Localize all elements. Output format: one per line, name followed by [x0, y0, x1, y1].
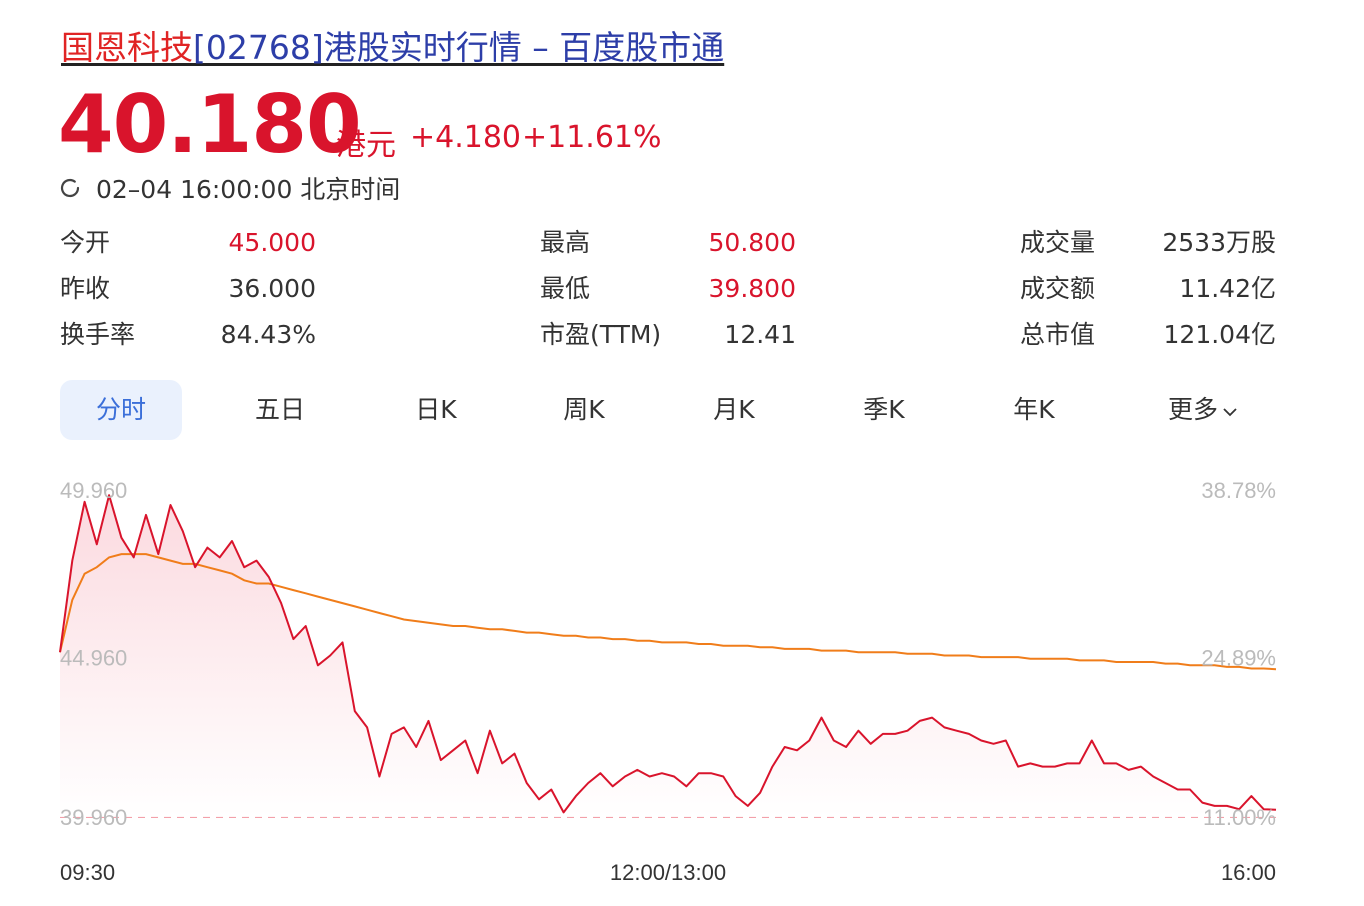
tab-daily-k[interactable]: 日K: [415, 395, 457, 424]
pe-value: 12.41: [724, 320, 796, 349]
low-label: 最低: [540, 274, 591, 303]
price-unit: 港元: [336, 128, 396, 163]
tab-monthly-k[interactable]: 月K: [713, 395, 755, 424]
market-cap-label: 总市值: [1020, 320, 1096, 349]
quote-timestamp-row: 02–04 16:00:00 北京时间: [58, 170, 400, 206]
price-line: [59, 494, 1277, 814]
open-label: 今开: [60, 228, 111, 257]
tab-intraday[interactable]: 分时: [60, 380, 182, 440]
quote-timestamp: 02–04 16:00:00 北京时间: [96, 175, 401, 204]
prev-close-label: 昨收: [60, 274, 111, 303]
chevron-down-icon: [1222, 380, 1238, 440]
tab-more[interactable]: 更多: [1158, 380, 1248, 440]
low-value: 39.800: [708, 274, 796, 303]
y-axis-right-label: 11.00%: [1203, 805, 1276, 830]
open-value: 45.000: [228, 228, 316, 257]
y-axis-left-label: 39.960: [60, 805, 127, 830]
amount-value: 11.42亿: [1179, 274, 1276, 303]
market-cap-value: 121.04亿: [1163, 320, 1276, 349]
x-axis-label: 09:30: [60, 860, 115, 885]
title-rest: [02768]港股实时行情 – 百度股市通: [193, 28, 725, 67]
y-axis-left-label: 49.960: [60, 478, 127, 503]
high-value: 50.800: [708, 228, 796, 257]
tab-quarterly-k[interactable]: 季K: [863, 395, 905, 424]
volume-label: 成交量: [1020, 228, 1096, 257]
high-label: 最高: [540, 228, 591, 257]
y-axis-left-label: 44.960: [60, 646, 127, 671]
page-title-link[interactable]: 国恩科技[02768]港股实时行情 – 百度股市通: [61, 26, 724, 70]
refresh-icon[interactable]: [58, 176, 82, 200]
price-change-percent: +11.61%: [522, 120, 662, 155]
title-stock-name: 国恩科技: [61, 28, 193, 67]
price-area-fill: [60, 495, 1276, 817]
average-price-line: [59, 553, 1277, 671]
turnover-rate-label: 换手率: [60, 320, 136, 349]
x-axis-label: 16:00: [1221, 860, 1276, 885]
tab-yearly-k[interactable]: 年K: [1013, 395, 1055, 424]
chart-period-tabs: 分时 五日 日K 周K 月K 季K 年K 更多: [60, 380, 1280, 442]
pe-label: 市盈(TTM): [540, 320, 662, 349]
y-axis-right-label: 38.78%: [1201, 478, 1276, 503]
tab-weekly-k[interactable]: 周K: [563, 395, 605, 424]
amount-label: 成交额: [1020, 274, 1096, 303]
tab-more-label: 更多: [1167, 395, 1218, 424]
prev-close-value: 36.000: [228, 274, 316, 303]
y-axis-right-label: 24.89%: [1201, 646, 1276, 671]
x-axis-label: 12:00/13:00: [610, 860, 726, 885]
turnover-rate-value: 84.43%: [220, 320, 316, 349]
price-change: +4.180: [410, 120, 522, 155]
current-price: 40.180: [58, 78, 362, 171]
tab-five-day[interactable]: 五日: [254, 395, 305, 424]
volume-value: 2533万股: [1162, 228, 1276, 257]
